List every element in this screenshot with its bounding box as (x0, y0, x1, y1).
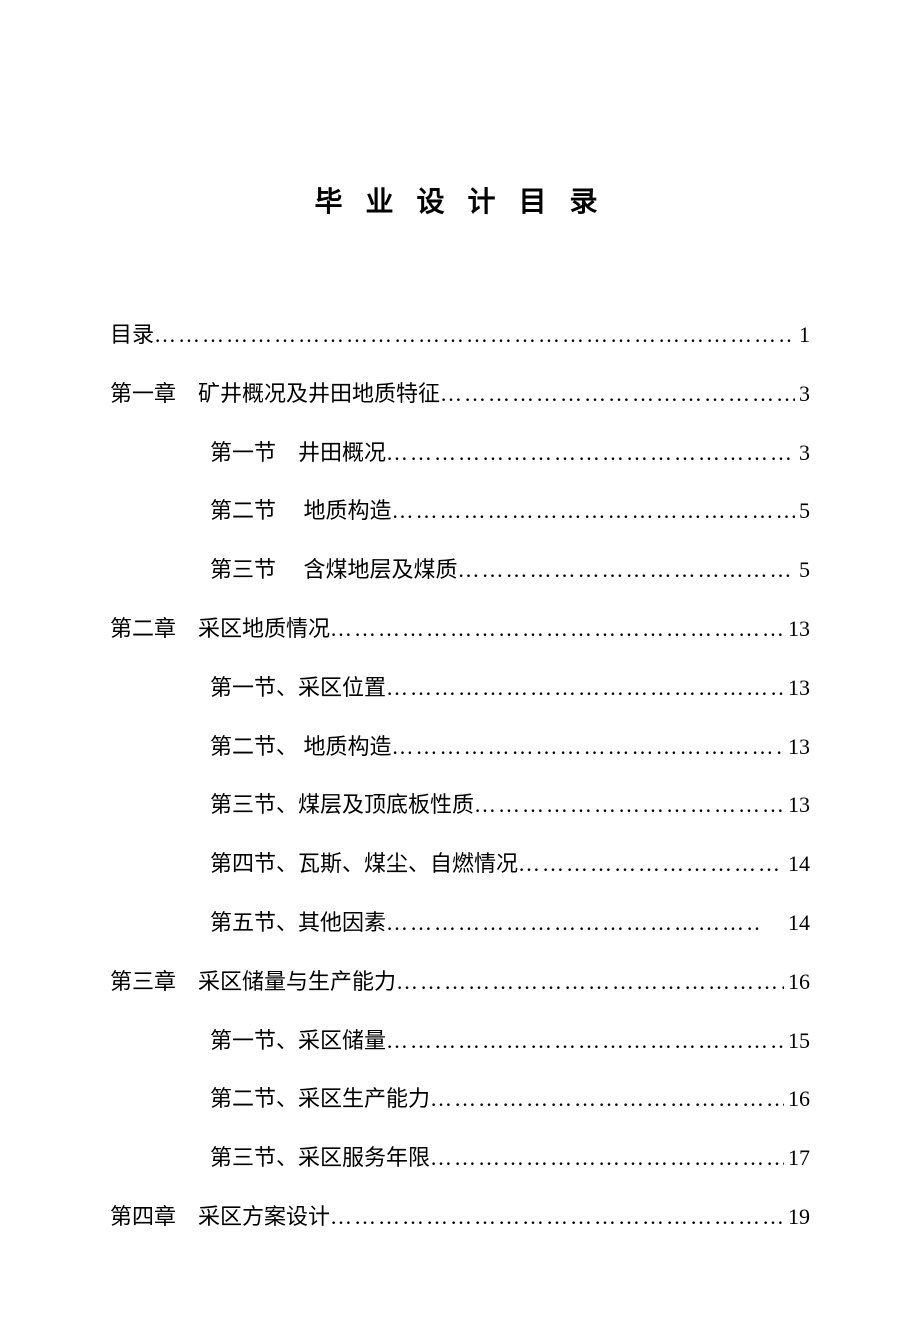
toc-page-number: 14 (762, 908, 810, 939)
toc-leader-dots: ………………………………………………………………………… (474, 790, 784, 821)
toc-label: 第二节、 地质构造 (210, 732, 392, 763)
toc-entry: 第一节、采区位置…………………………………………………………………………13 (110, 673, 810, 704)
toc-label: 第三节 含煤地层及煤质 (210, 555, 458, 586)
toc-label: 第一节、采区储量 (210, 1026, 386, 1057)
toc-entry: 第一章 矿井概况及井田地质特征…………………………………………………………………… (110, 379, 810, 410)
toc-page-number: 13 (784, 732, 810, 763)
toc-label: 第一节、采区位置 (210, 673, 386, 704)
toc-entry: 第二节 地质构造………………………………………………………………………… 5 (110, 496, 810, 527)
toc-entry: 第二章 采区地质情况…………………………………………………………………………13 (110, 614, 810, 645)
toc-entry: 第二节、 地质构造………………………………………………………………………… 13 (110, 732, 810, 763)
toc-label: 第三节、煤层及顶底板性质 (210, 790, 474, 821)
toc-page-number: 15 (784, 1026, 810, 1057)
table-of-contents: 目录………………………………………………………………………… 1第一章 矿井概况… (110, 320, 810, 1233)
toc-label: 第一节 井田概况 (210, 438, 386, 469)
toc-page-number: 3 (795, 438, 810, 469)
toc-leader-dots: ………………………………………………………………………… (430, 1143, 784, 1174)
toc-leader-dots: ………………………………………………………………………… (396, 967, 784, 998)
toc-page-number: 5 (795, 496, 810, 527)
toc-page-number: 13 (784, 673, 810, 704)
toc-label: 第二节 地质构造 (210, 496, 392, 527)
toc-entry: 第一节、采区储量………………………………………………………………………… 15 (110, 1026, 810, 1057)
toc-entry: 第三章 采区储量与生产能力………………………………………………………………………… (110, 967, 810, 998)
toc-label: 第四章 采区方案设计 (110, 1202, 330, 1233)
toc-entry: 第三节、煤层及顶底板性质…………………………………………………………………………… (110, 790, 810, 821)
toc-label: 第四节、瓦斯、煤尘、自燃情况 (210, 849, 518, 880)
toc-leader-dots: ………………………………………………………………………… (430, 1084, 784, 1115)
toc-leader-dots: ………………………………………………………………………… (386, 908, 762, 939)
toc-leader-dots: ………………………………………………………………………… (154, 320, 795, 351)
toc-entry: 第四章 采区方案设计………………………………………………………………………… 1… (110, 1202, 810, 1233)
toc-entry: 第三节 含煤地层及煤质…………………………………………………………………………5 (110, 555, 810, 586)
toc-label: 第五节、其他因素 (210, 908, 386, 939)
toc-leader-dots: ………………………………………………………………………… (458, 555, 795, 586)
toc-label: 第二节、采区生产能力 (210, 1084, 430, 1115)
toc-page-number: 3 (795, 379, 810, 410)
toc-page-number: 17 (784, 1143, 810, 1174)
toc-page-number: 16 (784, 967, 810, 998)
toc-leader-dots: ………………………………………………………………………… (386, 1026, 784, 1057)
toc-page-number: 16 (784, 1084, 810, 1115)
toc-page-number: 19 (784, 1202, 810, 1233)
toc-page-number: 1 (795, 320, 810, 351)
toc-label: 第三章 采区储量与生产能力 (110, 967, 396, 998)
toc-leader-dots: ………………………………………………………………………… (330, 1202, 784, 1233)
toc-leader-dots: ………………………………………………………………………… (518, 849, 784, 880)
toc-page-number: 14 (784, 849, 810, 880)
toc-label: 第一章 矿井概况及井田地质特征 (110, 379, 440, 410)
toc-label: 目录 (110, 320, 154, 351)
toc-label: 第三节、采区服务年限 (210, 1143, 430, 1174)
document-page: 毕 业 设 计 目 录 目录……………………………………………………………………… (0, 0, 920, 1321)
toc-entry: 第四节、瓦斯、煤尘、自燃情况……………………………………………………………………… (110, 849, 810, 880)
toc-entry: 目录………………………………………………………………………… 1 (110, 320, 810, 351)
toc-leader-dots: ………………………………………………………………………… (330, 614, 784, 645)
toc-leader-dots: ………………………………………………………………………… (440, 379, 795, 410)
toc-page-number: 13 (784, 790, 810, 821)
toc-entry: 第三节、采区服务年限…………………………………………………………………………17 (110, 1143, 810, 1174)
toc-entry: 第五节、其他因素………………………………………………………………………… 14 (110, 908, 810, 939)
toc-leader-dots: ………………………………………………………………………… (392, 496, 795, 527)
toc-leader-dots: ………………………………………………………………………… (386, 438, 795, 469)
toc-entry: 第二节、采区生产能力………………………………………………………………………… 1… (110, 1084, 810, 1115)
toc-page-number: 5 (795, 555, 810, 586)
toc-entry: 第一节 井田概况………………………………………………………………………… 3 (110, 438, 810, 469)
toc-leader-dots: ………………………………………………………………………… (386, 673, 784, 704)
toc-page-number: 13 (784, 614, 810, 645)
page-title: 毕 业 设 计 目 录 (110, 180, 810, 220)
toc-label: 第二章 采区地质情况 (110, 614, 330, 645)
toc-leader-dots: ………………………………………………………………………… (392, 732, 784, 763)
